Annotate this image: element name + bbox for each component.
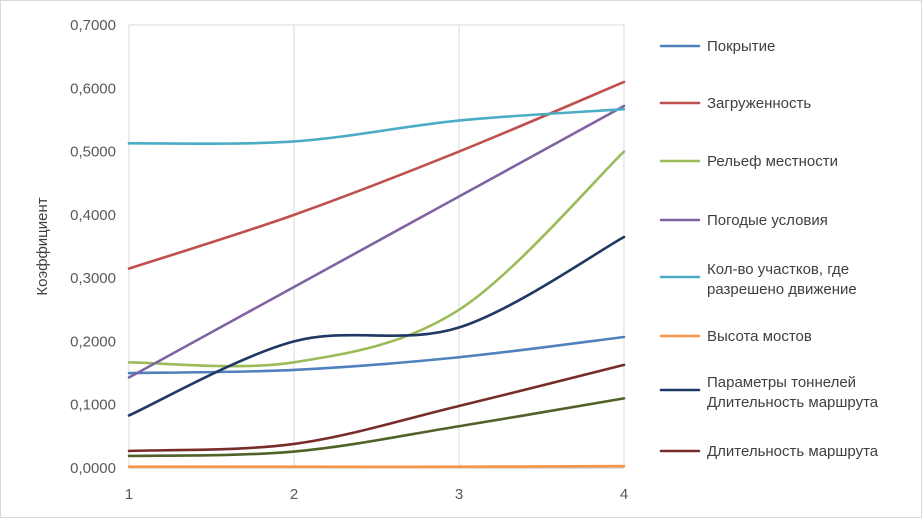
y-tick-label: 0,2000 bbox=[70, 333, 116, 350]
y-tick-label: 0,1000 bbox=[70, 397, 116, 414]
series-line-7 bbox=[127, 235, 626, 417]
legend-label-6: Высота мостов bbox=[707, 328, 812, 345]
y-tick-label: 0,0000 bbox=[70, 460, 116, 477]
x-tick-label: 3 bbox=[455, 486, 463, 503]
legend-label-4: Погодые условия bbox=[707, 212, 828, 229]
series-line-8 bbox=[127, 363, 626, 453]
series-line-1 bbox=[127, 335, 626, 375]
legend-label-8: Длительность маршрута bbox=[707, 443, 879, 460]
y-tick-label: 0,7000 bbox=[70, 17, 116, 34]
legend-label-3: Рельеф местности bbox=[707, 153, 838, 170]
legend-label-2: Загруженность bbox=[707, 95, 811, 112]
y-tick-label: 0,5000 bbox=[70, 144, 116, 161]
y-tick-label: 0,4000 bbox=[70, 207, 116, 224]
legend-label-5: Кол-во участков, где разрешено движение bbox=[707, 261, 857, 298]
y-tick-label: 0,6000 bbox=[70, 80, 116, 97]
x-tick-label: 1 bbox=[125, 486, 133, 503]
series-line-6 bbox=[127, 464, 626, 469]
y-axis-title: Коэффициент bbox=[34, 197, 51, 295]
legend-label-7: Параметры тоннелей Длительность маршрута bbox=[707, 374, 879, 411]
legend-label-1: Покрытие bbox=[707, 38, 775, 55]
x-tick-label: 2 bbox=[290, 486, 298, 503]
x-tick-label: 4 bbox=[620, 486, 628, 503]
y-tick-label: 0,3000 bbox=[70, 270, 116, 287]
series-line-3 bbox=[127, 150, 626, 368]
series-line-9 bbox=[127, 397, 626, 458]
series-line-4 bbox=[127, 104, 626, 379]
series-line-5 bbox=[127, 107, 626, 146]
